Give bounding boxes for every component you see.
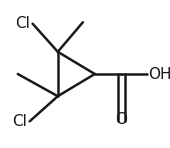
Text: OH: OH <box>148 66 170 82</box>
Text: Cl: Cl <box>12 114 27 129</box>
Text: O: O <box>115 112 128 127</box>
Text: Cl: Cl <box>15 16 30 31</box>
